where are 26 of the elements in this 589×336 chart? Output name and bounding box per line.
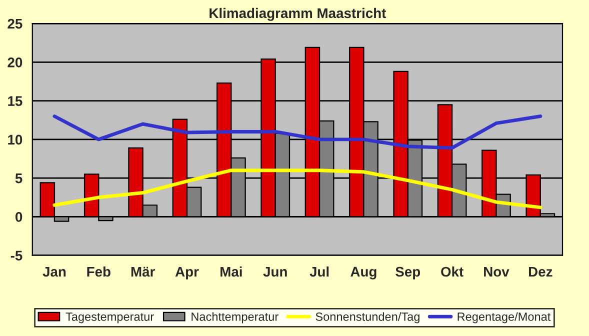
legend-label: Tagestemperatur	[66, 312, 154, 324]
x-tick-label: Mär	[131, 266, 155, 277]
x-tick-label: Jun	[263, 266, 287, 277]
y-tick-label: 0	[16, 212, 22, 222]
x-tick-label: Jul	[310, 266, 329, 277]
x-tick-label: Nov	[484, 266, 510, 277]
x-tick-label: Okt	[441, 266, 464, 277]
x-tick-label: Jan	[42, 266, 66, 277]
x-tick-label: Apr	[175, 266, 199, 280]
y-tick-label: -5	[10, 250, 22, 261]
x-tick-label: Dez	[528, 266, 552, 277]
line-series	[52, 168, 542, 210]
x-tick-label: Feb	[87, 266, 110, 277]
legend-label: Sonnenstunden/Tag	[316, 312, 420, 324]
legend-label: Nachttemperatur	[192, 312, 278, 324]
x-tick-label: Sep	[396, 266, 420, 280]
x-tick-label: Mai	[220, 266, 242, 277]
line-series	[52, 114, 542, 150]
y-tick-label: 20	[8, 57, 22, 68]
y-tick-label: 5	[15, 174, 22, 184]
chart-title: Klimadiagramm Maastricht	[210, 8, 386, 21]
y-tick-label: 25	[8, 18, 22, 29]
y-tick-label: 15	[8, 96, 22, 106]
x-tick-label: Aug	[350, 266, 376, 280]
y-tick-label: 10	[8, 134, 22, 145]
legend-label: Regentage/Monat	[458, 312, 551, 324]
